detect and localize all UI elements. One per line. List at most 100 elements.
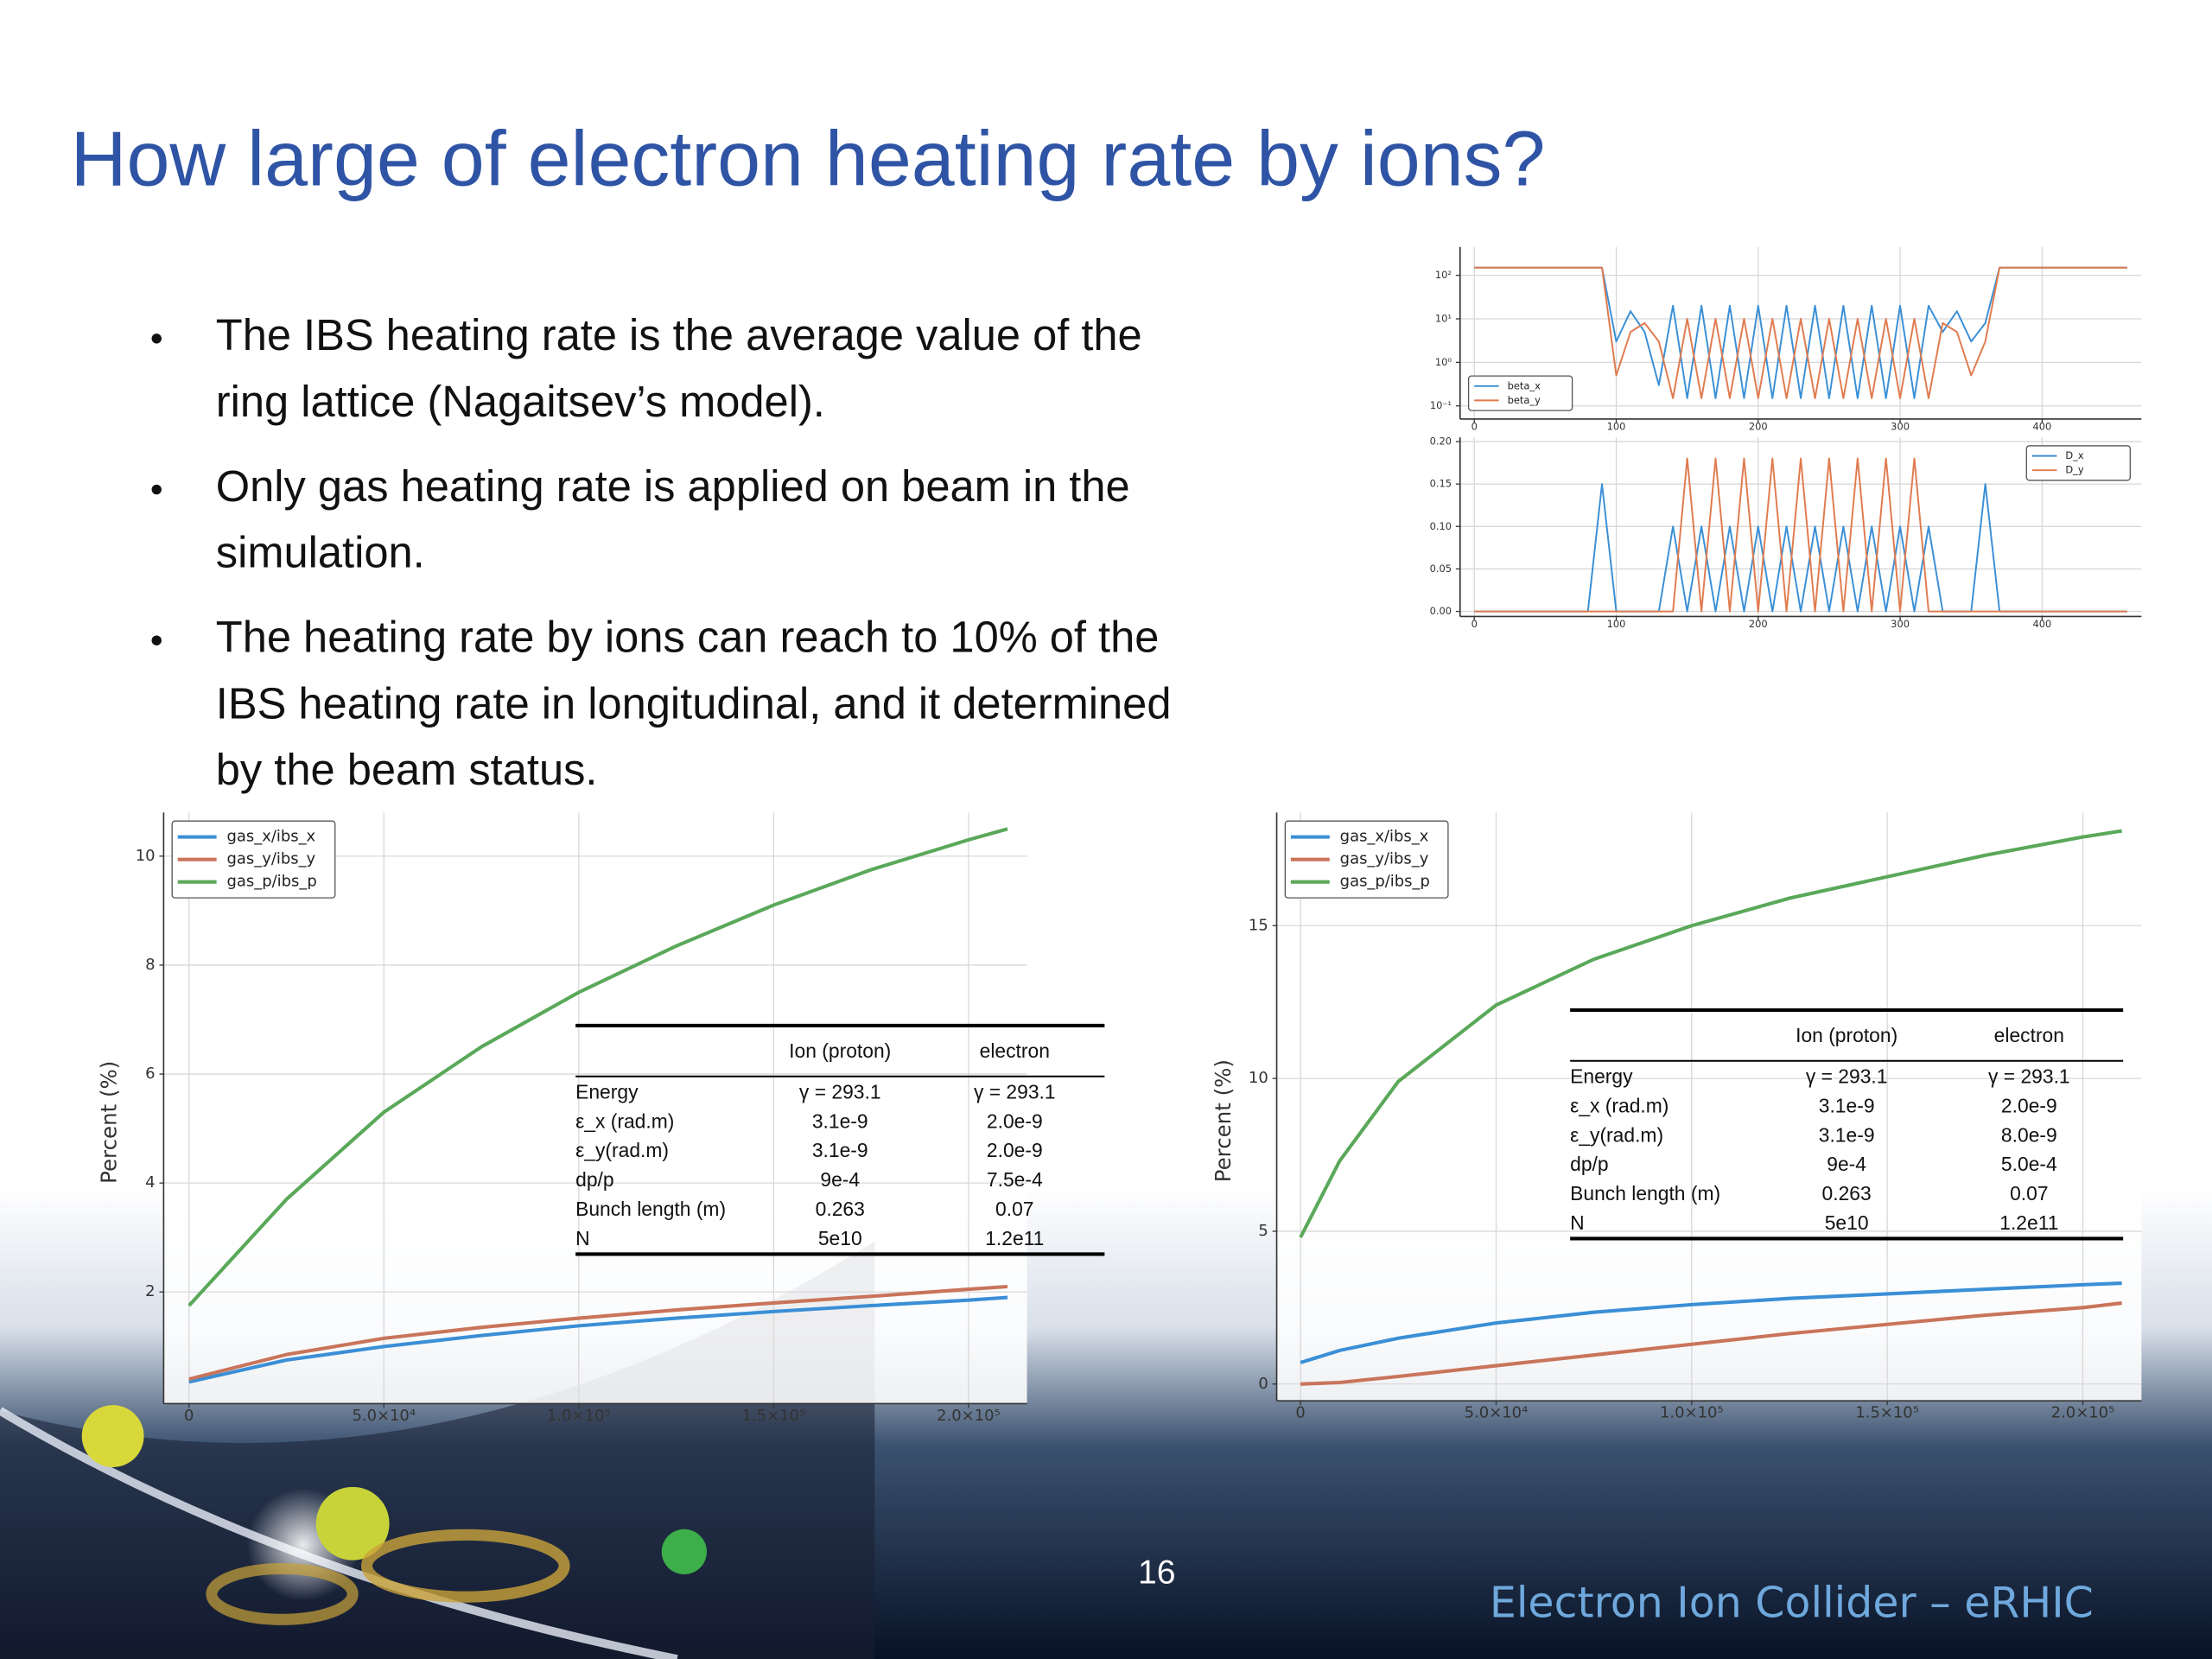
x-tick-label: 200: [1749, 421, 1768, 433]
x-tick-label: 2.0×10⁵: [937, 1407, 1001, 1425]
table-cell: γ = 293.1: [1988, 1065, 2070, 1087]
legend-label: D_y: [2065, 464, 2083, 476]
table-cell: N: [575, 1227, 590, 1249]
table-header: electron: [1994, 1024, 2064, 1046]
table-cell: 0.07: [2010, 1182, 2048, 1205]
x-tick-label: 400: [2032, 421, 2051, 433]
table-cell: 2.0e-9: [987, 1109, 1043, 1132]
table-cell: Energy: [575, 1080, 639, 1103]
legend-box: [1467, 375, 1573, 411]
x-tick-label: 5.0×10⁴: [352, 1407, 416, 1425]
x-tick-label: 0: [1471, 618, 1478, 630]
table-cell: 8.0e-9: [2001, 1123, 2057, 1146]
table-cell: Bunch length (m): [575, 1198, 726, 1220]
bullet-text: IBS heating rate in longitudinal, and it…: [216, 678, 1172, 728]
x-tick-label: 200: [1749, 618, 1768, 630]
x-tick-label: 0: [1471, 421, 1478, 433]
y-tick-label: 10: [136, 847, 156, 865]
bullet-dot: [151, 635, 162, 645]
y-tick-label: 0.15: [1430, 478, 1452, 490]
y-tick-label: 0.20: [1430, 435, 1452, 448]
table-cell: 3.1e-9: [1819, 1123, 1875, 1146]
legend-box: [171, 820, 336, 899]
table-cell: γ = 293.1: [974, 1080, 1056, 1103]
y-tick-label: 10⁰: [1435, 356, 1452, 368]
x-tick-label: 100: [1607, 618, 1626, 630]
table-cell: γ = 293.1: [799, 1080, 881, 1103]
x-tick-label: 5.0×10⁴: [1465, 1404, 1529, 1422]
y-tick-label: 2: [145, 1282, 155, 1300]
table-cell: 7.5e-4: [987, 1168, 1043, 1191]
x-tick-label: 300: [1891, 421, 1910, 433]
x-tick-label: 1.5×10⁵: [1855, 1404, 1919, 1422]
bullet-text: The IBS heating rate is the average valu…: [216, 310, 1142, 359]
table-cell: 3.1e-9: [812, 1139, 868, 1161]
bullet-dot: [151, 334, 162, 344]
table-cell: 5e10: [818, 1227, 862, 1249]
table-cell: Bunch length (m): [1570, 1182, 1720, 1205]
series-line: [188, 827, 1008, 1307]
x-tick-label: 300: [1891, 618, 1910, 630]
y-axis-label: Percent (%): [1211, 1059, 1236, 1182]
y-tick-label: 6: [145, 1065, 155, 1083]
legend-label: gas_p/ibs_p: [227, 873, 317, 891]
chart: 2 4 6 8 10 0 5.0×10⁴ 1.0×10⁵ 1.5×10⁵ 2.0×10⁵ Perce…: [96, 812, 1105, 1425]
legend-label: gas_p/ibs_p: [1340, 873, 1430, 891]
chart: 10⁻¹ 10⁰ 10¹ 10² 0 100 200 300 400 beta_x beta_y: [1430, 246, 2142, 433]
table-cell: Energy: [1570, 1065, 1633, 1087]
particle: [81, 1405, 144, 1467]
bullet-dot: [151, 484, 162, 495]
bullet-text: The heating rate by ions can reach to 10…: [216, 613, 1160, 662]
table-header: Ion (proton): [1796, 1024, 1897, 1046]
x-tick-label: 100: [1607, 421, 1626, 433]
x-tick-label: 1.5×10⁵: [742, 1407, 806, 1425]
y-tick-label: 15: [1249, 916, 1268, 934]
y-tick-label: 8: [145, 956, 155, 974]
bullet-text: by the beam status.: [216, 745, 598, 794]
table-cell: ε_x (rad.m): [575, 1109, 674, 1132]
table-cell: 0.07: [995, 1198, 1033, 1220]
table-cell: 3.1e-9: [1819, 1094, 1875, 1116]
legend-box: [1284, 820, 1449, 899]
series-line: [1299, 829, 2122, 1238]
y-tick-label: 5: [1258, 1222, 1268, 1240]
series-line: [1474, 457, 2127, 613]
table-cell: 2.0e-9: [2001, 1094, 2057, 1116]
bullet-text: Only gas heating rate is applied on beam…: [216, 461, 1130, 511]
table-cell: 1.2e11: [1999, 1211, 2058, 1234]
legend-label: gas_x/ibs_x: [227, 828, 316, 846]
series-line: [188, 1284, 1008, 1382]
coil: [360, 1529, 570, 1603]
sphere-shadow: [0, 1241, 875, 1659]
x-tick-label: 2.0×10⁵: [2051, 1404, 2115, 1422]
legend-label: gas_y/ibs_y: [1340, 850, 1429, 868]
table-cell: dp/p: [575, 1168, 613, 1191]
chart: 0 5 10 15 0 5.0×10⁴ 1.0×10⁵ 1.5×10⁵ 2.0×10⁵ Perce…: [1211, 812, 2142, 1422]
table-cell: 1.2e11: [985, 1227, 1044, 1249]
particle: [661, 1529, 707, 1575]
legend-label: gas_x/ibs_x: [1340, 828, 1429, 846]
x-tick-label: 400: [2032, 618, 2051, 630]
y-tick-label: 0.00: [1430, 605, 1452, 617]
x-tick-label: 1.0×10⁵: [1660, 1404, 1724, 1422]
x-tick-label: 0: [184, 1407, 194, 1425]
legend-label: beta_x: [1508, 379, 1541, 391]
table-cell: ε_y(rad.m): [1570, 1123, 1663, 1146]
table-cell: ε_y(rad.m): [575, 1139, 669, 1161]
plot-area: [163, 812, 1027, 1404]
y-tick-label: 10²: [1435, 269, 1452, 281]
x-tick-label: 0: [1295, 1404, 1305, 1422]
slide-title: How large of electron heating rate by io…: [71, 117, 1546, 203]
y-axis-label: Percent (%): [96, 1061, 121, 1184]
table-cell: 5.0e-4: [2001, 1153, 2057, 1175]
table-cell: N: [1570, 1211, 1585, 1234]
legend-label: beta_y: [1508, 394, 1541, 406]
table-cell: γ = 293.1: [1806, 1065, 1888, 1087]
bullet-text: simulation.: [216, 528, 425, 577]
series-line: [1474, 266, 2127, 399]
particle: [315, 1486, 390, 1560]
table-cell: 0.263: [816, 1198, 865, 1220]
coil: [206, 1562, 359, 1625]
